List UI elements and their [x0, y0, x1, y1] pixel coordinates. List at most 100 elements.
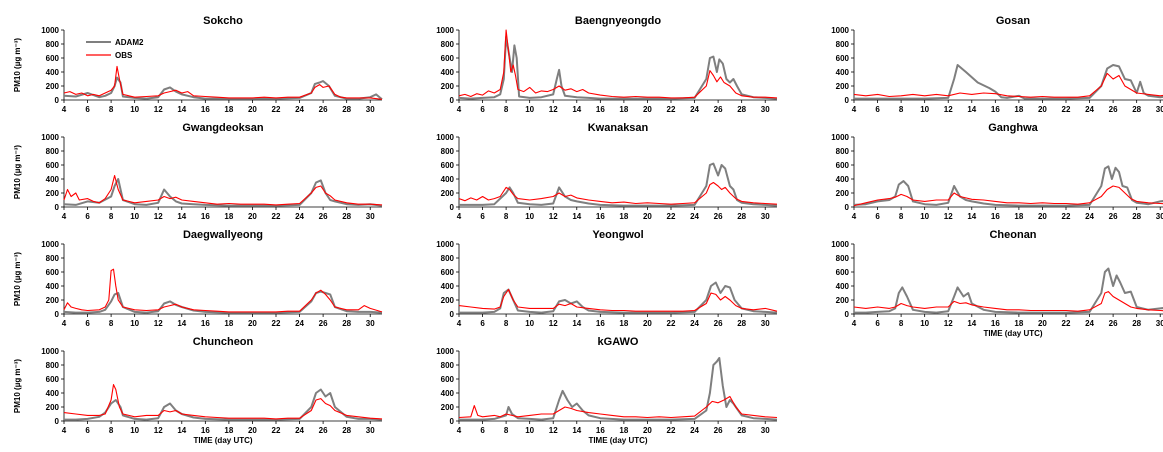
- axis-frame-yeongwol: [459, 244, 777, 314]
- x-tick-label-ganghwa: 26: [1109, 212, 1118, 221]
- x-tick-label-kwanaksan: 10: [525, 212, 534, 221]
- series-line-obs-yeongwol: [459, 290, 777, 312]
- y-tick-label-sokcho: 0: [55, 96, 60, 105]
- y-tick-label-chuncheon: 1000: [41, 347, 59, 356]
- y-tick-label-gosan: 600: [836, 54, 850, 63]
- x-tick-label-cheonan: 6: [875, 319, 880, 328]
- x-tick-label-chuncheon: 30: [366, 426, 375, 435]
- x-tick-label-chuncheon: 14: [177, 426, 186, 435]
- x-tick-label-cheonan: 26: [1109, 319, 1118, 328]
- x-tick-label-ganghwa: 30: [1156, 212, 1163, 221]
- x-tick-label-chuncheon: 26: [319, 426, 328, 435]
- x-tick-label-kwanaksan: 4: [457, 212, 462, 221]
- y-tick-label-kwanaksan: 1000: [436, 133, 454, 142]
- x-tick-label-gwangdeoksan: 8: [109, 212, 114, 221]
- y-tick-label-kwanaksan: 400: [441, 175, 455, 184]
- x-tick-label-baengnyeongdo: 30: [761, 105, 770, 114]
- x-tick-label-daegwallyeong: 4: [62, 319, 67, 328]
- x-tick-label-chuncheon: 28: [342, 426, 351, 435]
- x-tick-label-sokcho: 10: [130, 105, 139, 114]
- y-tick-label-ganghwa: 400: [836, 175, 850, 184]
- series-line-obs-cheonan: [854, 292, 1163, 312]
- x-tick-label-baengnyeongdo: 6: [480, 105, 485, 114]
- x-tick-label-yeongwol: 10: [525, 319, 534, 328]
- y-tick-label-kwanaksan: 800: [441, 147, 455, 156]
- y-axis-label: PM10 (µg m⁻³): [13, 252, 22, 307]
- series-line-obs-gosan: [854, 73, 1163, 97]
- y-tick-label-chuncheon: 200: [46, 403, 60, 412]
- y-tick-label-daegwallyeong: 600: [46, 268, 60, 277]
- x-tick-label-gosan: 4: [852, 105, 857, 114]
- y-tick-label-kwanaksan: 600: [441, 161, 455, 170]
- x-tick-label-kgawo: 10: [525, 426, 534, 435]
- x-tick-label-kwanaksan: 26: [714, 212, 723, 221]
- x-tick-label-kwanaksan: 28: [737, 212, 746, 221]
- x-tick-label-daegwallyeong: 18: [224, 319, 233, 328]
- x-tick-label-kwanaksan: 8: [504, 212, 509, 221]
- x-tick-label-cheonan: 18: [1014, 319, 1023, 328]
- y-tick-label-gosan: 0: [845, 96, 850, 105]
- x-tick-label-yeongwol: 12: [549, 319, 558, 328]
- x-tick-label-baengnyeongdo: 8: [504, 105, 509, 114]
- x-tick-label-chuncheon: 6: [85, 426, 90, 435]
- x-tick-label-yeongwol: 24: [690, 319, 699, 328]
- y-tick-label-yeongwol: 0: [450, 310, 455, 319]
- panel-title-ganghwa: Ganghwa: [988, 122, 1038, 134]
- x-tick-label-cheonan: 24: [1085, 319, 1094, 328]
- y-tick-label-daegwallyeong: 400: [46, 282, 60, 291]
- x-tick-label-daegwallyeong: 28: [342, 319, 351, 328]
- x-tick-label-sokcho: 24: [295, 105, 304, 114]
- series-line-obs-sokcho: [64, 66, 382, 99]
- y-tick-label-daegwallyeong: 0: [55, 310, 60, 319]
- x-tick-label-kgawo: 22: [667, 426, 676, 435]
- x-tick-label-yeongwol: 6: [480, 319, 485, 328]
- x-tick-label-gwangdeoksan: 24: [295, 212, 304, 221]
- series-line-adam2-gosan: [854, 65, 1163, 99]
- x-tick-label-gosan: 14: [967, 105, 976, 114]
- x-tick-label-sokcho: 8: [109, 105, 114, 114]
- x-tick-label-daegwallyeong: 14: [177, 319, 186, 328]
- panel-title-kgawo: kGAWO: [598, 336, 639, 348]
- x-tick-label-kgawo: 4: [457, 426, 462, 435]
- x-tick-label-sokcho: 4: [62, 105, 67, 114]
- x-tick-label-gwangdeoksan: 10: [130, 212, 139, 221]
- x-tick-label-sokcho: 14: [177, 105, 186, 114]
- series-line-adam2-kwanaksan: [459, 164, 777, 206]
- x-tick-label-baengnyeongdo: 12: [549, 105, 558, 114]
- series-line-adam2-daegwallyeong: [64, 292, 382, 313]
- y-tick-label-cheonan: 0: [845, 310, 850, 319]
- panel-title-baengnyeongdo: Baengnyeongdo: [575, 15, 661, 27]
- x-tick-label-baengnyeongdo: 10: [525, 105, 534, 114]
- x-tick-label-ganghwa: 28: [1132, 212, 1141, 221]
- x-tick-label-cheonan: 30: [1156, 319, 1163, 328]
- y-tick-label-gosan: 200: [836, 82, 850, 91]
- x-tick-label-kgawo: 14: [572, 426, 581, 435]
- x-tick-label-daegwallyeong: 16: [201, 319, 210, 328]
- y-tick-label-daegwallyeong: 200: [46, 296, 60, 305]
- panel-title-gwangdeoksan: Gwangdeoksan: [182, 122, 264, 134]
- x-tick-label-baengnyeongdo: 14: [572, 105, 581, 114]
- x-tick-label-cheonan: 8: [899, 319, 904, 328]
- series-line-adam2-sokcho: [64, 78, 382, 100]
- x-tick-label-cheonan: 16: [991, 319, 1000, 328]
- x-tick-label-kwanaksan: 20: [643, 212, 652, 221]
- x-tick-label-gosan: 16: [991, 105, 1000, 114]
- y-tick-label-baengnyeongdo: 600: [441, 54, 455, 63]
- y-tick-label-cheonan: 800: [836, 254, 850, 263]
- x-tick-label-yeongwol: 26: [714, 319, 723, 328]
- x-tick-label-ganghwa: 8: [899, 212, 904, 221]
- y-tick-label-yeongwol: 400: [441, 282, 455, 291]
- x-tick-label-gosan: 26: [1109, 105, 1118, 114]
- y-tick-label-ganghwa: 200: [836, 189, 850, 198]
- x-tick-label-cheonan: 14: [967, 319, 976, 328]
- x-tick-label-ganghwa: 10: [920, 212, 929, 221]
- x-tick-label-ganghwa: 4: [852, 212, 857, 221]
- y-tick-label-baengnyeongdo: 1000: [436, 26, 454, 35]
- x-tick-label-gosan: 30: [1156, 105, 1163, 114]
- y-tick-label-yeongwol: 1000: [436, 240, 454, 249]
- y-tick-label-gosan: 1000: [831, 26, 849, 35]
- x-tick-label-kgawo: 20: [643, 426, 652, 435]
- panel-title-daegwallyeong: Daegwallyeong: [183, 229, 263, 241]
- x-tick-label-cheonan: 28: [1132, 319, 1141, 328]
- y-tick-label-kwanaksan: 200: [441, 189, 455, 198]
